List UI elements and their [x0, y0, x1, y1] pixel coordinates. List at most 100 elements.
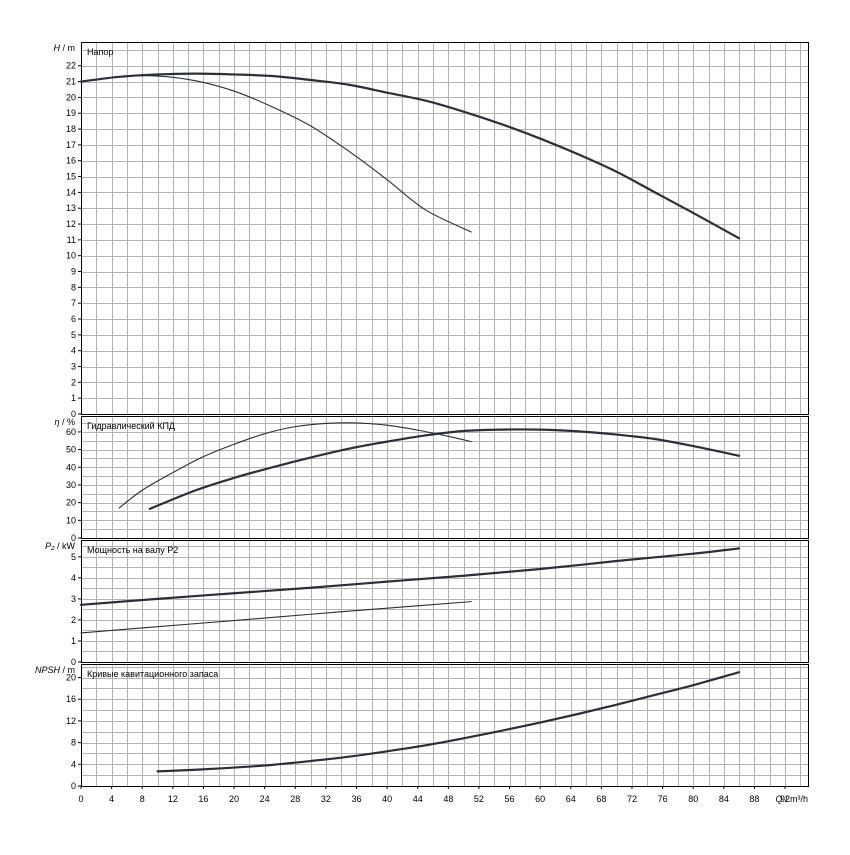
x-tick-label: 84	[719, 794, 729, 804]
y-tick-label: 3	[71, 594, 76, 604]
grid-efficiency	[81, 416, 808, 539]
x-tick-label: 68	[596, 794, 606, 804]
y-tick-label: 15	[66, 172, 76, 182]
y-tick-label: 9	[71, 267, 76, 277]
power-curve-thin	[80, 601, 472, 634]
y-tick-label: 4	[71, 346, 76, 356]
y-tick-label: 17	[66, 140, 76, 150]
efficiency-curve-thick	[148, 428, 741, 510]
panel-frame	[81, 416, 809, 539]
y-tick-label: 22	[66, 61, 76, 71]
y-tick-label: 14	[66, 187, 76, 197]
head-curve-thin	[80, 75, 472, 233]
y-tick-label: 18	[66, 124, 76, 134]
x-tick-label: 32	[321, 794, 331, 804]
x-tick-label: 8	[140, 794, 145, 804]
y-axis-unit: / kW	[55, 541, 76, 551]
y-tick-label: 21	[66, 77, 76, 87]
x-tick-label: 76	[658, 794, 668, 804]
x-tick-label: 92	[780, 794, 790, 804]
y-tick-label: 16	[66, 694, 76, 704]
x-tick-label: 60	[535, 794, 545, 804]
y-tick-label: 3	[71, 362, 76, 372]
y-tick-label: 6	[71, 314, 76, 324]
grid-npsh	[81, 664, 808, 787]
x-tick-label: 12	[168, 794, 178, 804]
grid-power	[81, 540, 808, 663]
x-tick-label: 40	[382, 794, 392, 804]
y-tick-label: 13	[66, 203, 76, 213]
y-axis-symbol: H	[54, 43, 61, 53]
y-tick-label: 40	[66, 462, 76, 472]
panel-frame	[81, 540, 809, 663]
panel-frame	[81, 42, 809, 415]
y-axis-unit: / %	[59, 417, 75, 427]
efficiency-curve-thin	[118, 422, 472, 509]
x-tick-label: 0	[78, 794, 83, 804]
x-axis-symbol: Q	[775, 794, 782, 804]
y-axis-label: η / %	[54, 417, 75, 427]
y-tick-label: 12	[66, 716, 76, 726]
y-tick-label: 4	[71, 759, 76, 769]
y-axis-unit: / m	[60, 665, 75, 675]
y-tick-label: 5	[71, 330, 76, 340]
y-axis-unit: / m	[60, 43, 75, 53]
y-axis-symbol: NPSH	[35, 665, 61, 675]
x-tick-label: 20	[229, 794, 239, 804]
grid-head	[81, 42, 808, 415]
x-tick-label: 88	[749, 794, 759, 804]
y-tick-label: 50	[66, 445, 76, 455]
panel-title: Кривые кавитационного запаса	[87, 669, 218, 679]
x-tick-label: 44	[413, 794, 423, 804]
x-tick-label: 4	[109, 794, 114, 804]
y-tick-label: 10	[66, 515, 76, 525]
y-tick-label: 20	[66, 92, 76, 102]
y-tick-label: 4	[71, 573, 76, 583]
y-tick-label: 0	[71, 533, 76, 543]
y-tick-label: 11	[67, 235, 76, 245]
y-tick-label: 60	[66, 427, 76, 437]
y-tick-label: 0	[71, 409, 76, 419]
y-tick-label: 0	[71, 657, 76, 667]
x-tick-label: 36	[351, 794, 361, 804]
x-tick-label: 64	[566, 794, 576, 804]
y-tick-label: 2	[71, 615, 76, 625]
x-tick-label: 48	[443, 794, 453, 804]
panel-title: Мощность на валу P2	[87, 545, 178, 555]
y-tick-label: 10	[66, 251, 76, 261]
y-axis-symbol: P₂	[45, 541, 55, 551]
y-tick-label: 20	[66, 498, 76, 508]
y-axis-label: P₂ / kW	[45, 541, 75, 551]
y-tick-label: 7	[71, 298, 76, 308]
x-tick-label: 52	[474, 794, 484, 804]
x-tick-label: 24	[260, 794, 270, 804]
y-tick-label: 8	[71, 282, 76, 292]
x-tick-label: 28	[290, 794, 300, 804]
y-tick-label: 30	[66, 480, 76, 490]
y-tick-label: 8	[71, 738, 76, 748]
y-tick-label: 16	[66, 156, 76, 166]
y-axis-symbol: η	[54, 417, 59, 427]
x-tick-label: 56	[505, 794, 515, 804]
x-axis-label: Q / m³/h	[775, 794, 808, 804]
power-curve-thick	[79, 547, 741, 606]
x-axis: 0 4 8 12 16 20 24 28 32 36 40 44 48 52 56 60 64 68 72 76 80 8…	[78, 786, 808, 804]
x-tick-label: 72	[627, 794, 637, 804]
y-tick-label: 0	[71, 781, 76, 791]
x-axis-unit: / m³/h	[782, 794, 808, 804]
x-tick-label: 80	[688, 794, 698, 804]
y-tick-label: 1	[71, 393, 76, 403]
head-curve-thick	[79, 72, 741, 240]
y-axis-label: H / m	[54, 43, 76, 53]
panel-frame	[81, 664, 809, 787]
y-tick-label: 2	[71, 377, 76, 387]
y-tick-label: 1	[71, 636, 76, 646]
y-axis-label: NPSH / m	[35, 665, 75, 675]
panel-title: Напор	[87, 47, 113, 57]
x-tick-label: 16	[198, 794, 208, 804]
